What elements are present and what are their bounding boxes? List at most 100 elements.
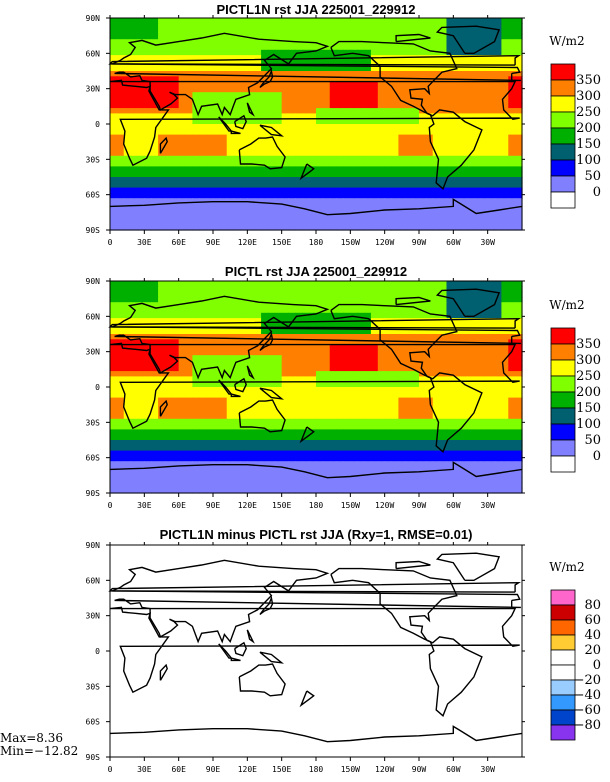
field-cell — [432, 355, 441, 362]
field-cell — [350, 81, 358, 88]
field-cell — [130, 392, 139, 399]
field-cell — [123, 118, 132, 125]
field-cell — [185, 39, 193, 46]
field-cell — [254, 344, 262, 351]
field-cell — [171, 349, 180, 356]
field-cell — [302, 18, 310, 24]
field-cell — [178, 97, 187, 104]
field-cell — [213, 92, 221, 99]
field-cell — [425, 334, 434, 340]
field-cell — [494, 44, 502, 51]
field-cell — [508, 392, 516, 399]
field-cell — [364, 477, 372, 483]
field-cell — [494, 182, 502, 189]
field-cell — [501, 92, 509, 99]
field-cell — [453, 291, 461, 298]
field-cell — [110, 461, 118, 468]
field-cell — [295, 60, 303, 67]
field-cell — [322, 339, 331, 346]
field-cell — [473, 39, 482, 46]
field-cell — [267, 198, 276, 205]
field-cell — [226, 208, 235, 215]
field-cell — [322, 214, 331, 220]
field-cell — [384, 97, 393, 104]
field-cell — [302, 323, 310, 330]
field-cell — [164, 392, 173, 399]
field-cell — [419, 429, 427, 436]
field-cell — [494, 418, 502, 425]
x-tick-label: 60W — [446, 501, 461, 510]
field-cell — [240, 365, 248, 372]
field-cell — [364, 291, 372, 298]
field-cell — [137, 113, 145, 120]
field-cell — [192, 65, 200, 72]
field-cell — [206, 23, 214, 30]
field-cell — [288, 286, 296, 293]
field-cell — [391, 150, 399, 157]
field-cell — [439, 334, 448, 340]
field-cell — [480, 49, 489, 56]
field-cell — [261, 161, 269, 167]
field-cell — [226, 312, 235, 319]
field-cell — [199, 177, 207, 183]
field-cell — [453, 296, 461, 303]
field-cell — [281, 76, 290, 83]
field-cell — [336, 482, 345, 489]
field-cell — [247, 349, 255, 356]
field-cell — [419, 33, 427, 40]
field-cell — [494, 408, 502, 415]
field-cell — [158, 150, 166, 157]
map-2: 0 30E 60E 90E 120E 150E 180 150W 120W 90W 60W 30W90… — [86, 277, 525, 510]
field-cell — [151, 302, 159, 309]
field-cell — [384, 291, 393, 298]
field-cell — [151, 424, 159, 430]
field-cell — [446, 381, 454, 388]
field-cell — [391, 102, 399, 109]
field-cell — [213, 360, 221, 367]
field-cell — [453, 455, 461, 462]
x-tick-label: 60E — [171, 238, 186, 247]
field-cell — [309, 92, 317, 99]
field-cell — [219, 291, 228, 298]
field-cell — [288, 92, 296, 99]
field-cell — [439, 166, 448, 173]
field-cell — [432, 192, 441, 199]
field-cell — [391, 76, 399, 83]
field-cell — [199, 86, 207, 93]
field-cell — [343, 328, 351, 335]
field-cell — [439, 302, 448, 309]
field-cell — [158, 487, 166, 494]
field-cell — [473, 129, 482, 136]
field-cell — [432, 108, 441, 114]
field-cell — [274, 214, 283, 220]
field-cell — [267, 392, 276, 399]
field-cell — [316, 219, 324, 226]
field-cell — [480, 155, 489, 162]
field-cell — [350, 307, 358, 314]
field-cell — [391, 344, 399, 351]
field-cell — [130, 182, 139, 189]
field-cell — [137, 129, 145, 136]
field-cell — [267, 487, 276, 494]
field-cell — [295, 392, 303, 399]
field-cell — [267, 307, 276, 314]
field-cell — [288, 187, 296, 194]
field-cell — [178, 402, 187, 409]
field-cell — [473, 291, 482, 298]
field-cell — [487, 355, 496, 362]
field-cell — [501, 155, 509, 162]
field-cell — [453, 219, 461, 226]
field-cell — [377, 28, 386, 35]
field-cell — [460, 60, 468, 67]
field-cell — [343, 49, 351, 56]
field-cell — [240, 334, 248, 340]
field-cell — [329, 334, 338, 340]
field-cell — [467, 349, 475, 356]
field-cell — [412, 461, 420, 468]
field-cell — [473, 355, 482, 362]
field-cell — [274, 171, 283, 178]
field-cell — [316, 339, 324, 346]
field-cell — [501, 166, 509, 173]
field-cell — [309, 44, 317, 51]
field-cell — [398, 203, 406, 210]
